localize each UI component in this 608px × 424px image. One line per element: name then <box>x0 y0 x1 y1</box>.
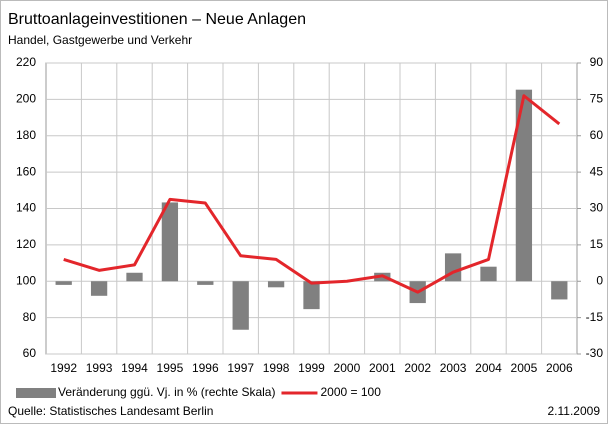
y2-tick-label: 30 <box>590 201 604 215</box>
x-tick-label: 1996 <box>192 361 219 375</box>
legend-label: Veränderung ggü. Vj. in % (rechte Skala) <box>58 385 275 399</box>
bar <box>267 281 285 288</box>
y-tick-label: 80 <box>23 310 37 324</box>
x-tick-label: 2002 <box>404 361 431 375</box>
y-tick-label: 100 <box>16 273 36 287</box>
y2-tick-label: 90 <box>590 55 604 69</box>
y-tick-label: 220 <box>16 55 36 69</box>
source: Quelle: Statistisches Landesamt Berlin <box>8 404 213 418</box>
bar <box>55 281 72 285</box>
y2-tick-label: 45 <box>590 164 604 178</box>
x-tick-label: 2001 <box>369 361 396 375</box>
x-tick-label: 1992 <box>50 361 77 375</box>
chart-subtitle: Handel, Gastgewerbe und Verkehr <box>8 33 192 47</box>
y-tick-label: 160 <box>16 164 36 178</box>
legend-swatch <box>16 388 56 398</box>
y2-tick-label: 60 <box>590 128 604 142</box>
x-tick-label: 2003 <box>440 361 467 375</box>
line <box>63 94 561 294</box>
y2-tick-label: -30 <box>586 346 604 360</box>
bar <box>197 281 214 285</box>
bar <box>126 272 143 282</box>
x-tick-label: 1999 <box>298 361 325 375</box>
bar <box>480 266 497 282</box>
x-tick-label: 1998 <box>263 361 290 375</box>
y2-tick-label: 75 <box>590 92 604 106</box>
y-tick-label: 180 <box>16 128 36 142</box>
x-tick-label: 1993 <box>86 361 113 375</box>
bar <box>232 281 249 330</box>
bar <box>303 281 320 310</box>
y2-tick-label: -15 <box>586 310 604 324</box>
x-tick-label: 2004 <box>475 361 502 375</box>
bar <box>515 89 533 282</box>
bar <box>90 281 108 296</box>
x-tick-label: 2005 <box>511 361 538 375</box>
x-tick-label: 1994 <box>121 361 148 375</box>
x-tick-label: 2000 <box>334 361 361 375</box>
legend-label: 2000 = 100 <box>320 385 381 399</box>
y-tick-label: 140 <box>16 201 36 215</box>
x-tick-label: 1995 <box>157 361 184 375</box>
bar <box>551 281 568 300</box>
y-tick-label: 120 <box>16 237 36 251</box>
x-tick-label: 1997 <box>227 361 254 375</box>
y2-tick-label: 0 <box>596 273 603 287</box>
bar <box>161 202 179 282</box>
y-tick-label: 60 <box>23 346 37 360</box>
y2-tick-label: 15 <box>590 237 604 251</box>
y-tick-label: 200 <box>16 92 36 106</box>
chart-title: Bruttoanlageinvestitionen – Neue Anlagen <box>8 11 306 28</box>
x-tick-label: 2006 <box>546 361 573 375</box>
date: 2.11.2009 <box>548 404 601 418</box>
